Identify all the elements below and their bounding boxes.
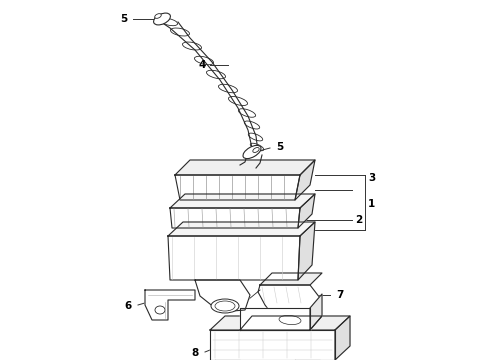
Polygon shape (210, 316, 350, 330)
Polygon shape (240, 316, 322, 330)
Ellipse shape (243, 145, 261, 159)
Polygon shape (155, 18, 258, 152)
Text: 4: 4 (198, 60, 206, 70)
Polygon shape (168, 222, 315, 236)
Polygon shape (258, 285, 320, 325)
Polygon shape (310, 294, 322, 330)
Text: 1: 1 (368, 199, 375, 209)
Text: 3: 3 (368, 173, 375, 183)
Polygon shape (145, 290, 195, 320)
Polygon shape (335, 316, 350, 360)
Polygon shape (170, 194, 315, 208)
Polygon shape (298, 194, 315, 228)
Polygon shape (298, 222, 315, 280)
Polygon shape (168, 236, 300, 280)
Polygon shape (195, 280, 250, 312)
Text: 5: 5 (120, 14, 127, 24)
Ellipse shape (153, 13, 171, 25)
Text: 2: 2 (355, 215, 362, 225)
Polygon shape (295, 160, 315, 200)
Ellipse shape (275, 313, 305, 327)
Polygon shape (175, 175, 300, 200)
Text: 5: 5 (276, 142, 283, 152)
Polygon shape (170, 208, 300, 228)
Ellipse shape (253, 148, 259, 153)
Text: 7: 7 (336, 290, 343, 300)
Text: 8: 8 (192, 348, 199, 358)
Text: 6: 6 (125, 301, 132, 311)
Polygon shape (210, 330, 335, 360)
Ellipse shape (155, 14, 161, 18)
Polygon shape (240, 308, 310, 330)
Polygon shape (260, 273, 322, 285)
Ellipse shape (211, 299, 239, 313)
Polygon shape (175, 160, 315, 175)
